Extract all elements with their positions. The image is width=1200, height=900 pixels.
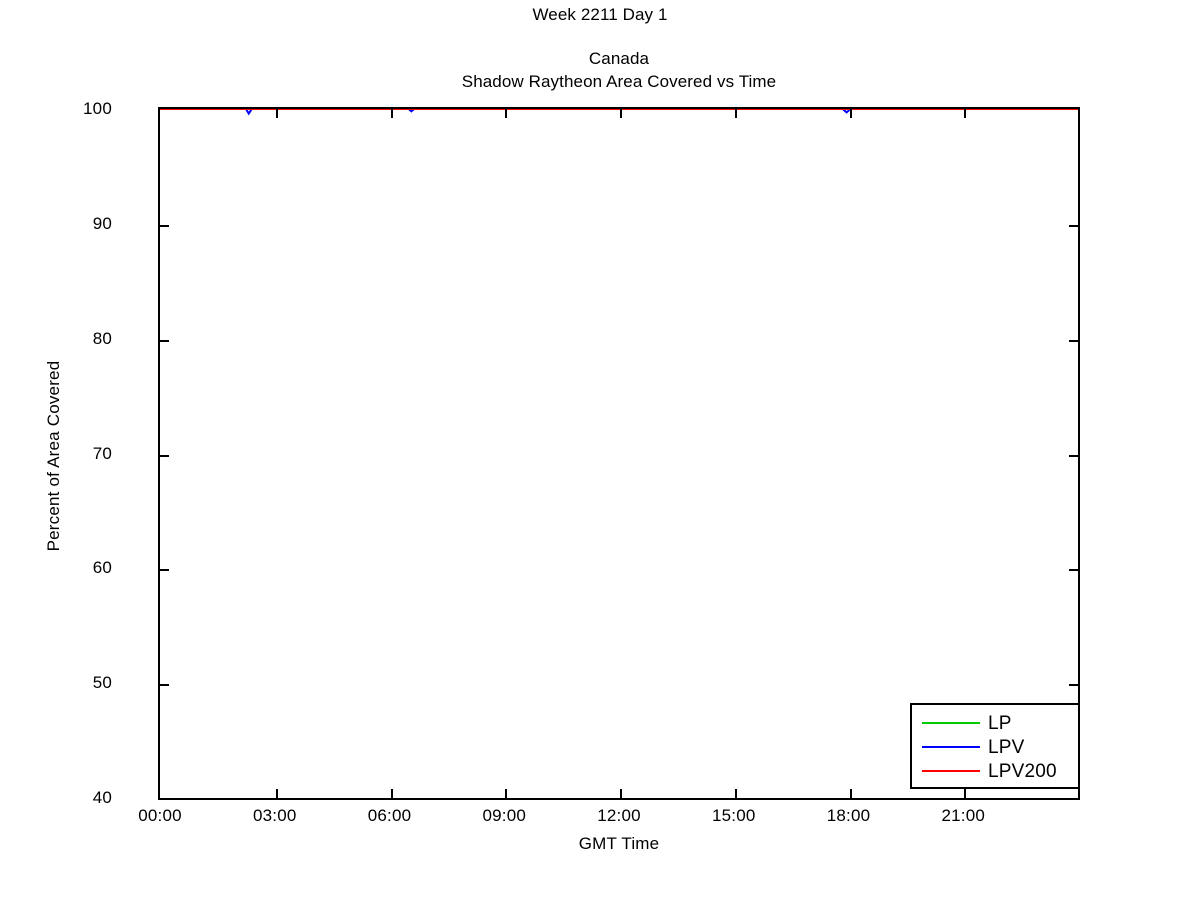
x-tick-mark: [275, 109, 278, 118]
series-line-lpv: [160, 109, 1078, 114]
legend-swatch-lp: [922, 722, 980, 724]
chart-title: Canada: [588, 49, 650, 68]
y-tick-mark: [1069, 339, 1078, 342]
x-tick-mark: [620, 789, 622, 798]
x-tick-mark: [505, 109, 508, 118]
legend-swatch-lpv: [922, 746, 980, 748]
chart-subtitle: Shadow Raytheon Area Covered vs Time: [461, 72, 777, 91]
legend-entry-lp[interactable]: LP: [912, 711, 1078, 735]
y-tick-label: 40: [92, 788, 112, 807]
legend-label: LPV200: [988, 760, 1057, 782]
y-tick-mark: [1069, 454, 1078, 457]
y-tick-label: 70: [92, 443, 112, 463]
x-axis-label: GMT Time: [578, 834, 660, 853]
x-tick-label: 18:00: [826, 806, 871, 825]
x-tick-label: 06:00: [367, 806, 412, 825]
x-tick-label: 12:00: [597, 806, 641, 825]
legend-entry-lpv200[interactable]: LPV200: [912, 759, 1078, 783]
x-tick-mark: [734, 789, 737, 798]
y-tick-label: 100: [83, 99, 112, 118]
legend-swatch-lpv200: [922, 770, 980, 772]
y-tick-mark: [1069, 224, 1078, 227]
x-tick-mark: [964, 789, 967, 798]
x-tick-mark: [390, 789, 393, 798]
x-tick-mark: [620, 109, 622, 118]
legend-label: LP: [988, 712, 1012, 734]
y-tick-mark: [160, 569, 169, 572]
page-header-week-day: Week 2211 Day 1: [532, 5, 668, 24]
x-tick-mark: [964, 109, 967, 118]
x-tick-mark: [390, 109, 393, 118]
x-tick-mark: [849, 789, 852, 798]
y-tick-mark: [160, 339, 169, 342]
y-tick-mark: [1069, 684, 1078, 687]
y-axis-label: Percent of Area Covered: [44, 360, 63, 552]
x-tick-label: 03:00: [252, 806, 297, 825]
y-tick-mark: [160, 684, 169, 687]
y-tick-label: 80: [92, 328, 112, 348]
x-tick-mark: [275, 789, 278, 798]
plot-area: [158, 107, 1080, 800]
x-tick-label: 09:00: [482, 806, 527, 825]
y-tick-label: 50: [92, 673, 112, 693]
legend-entry-lpv[interactable]: LPV: [912, 735, 1078, 759]
chart-title-block: Canada Shadow Raytheon Area Covered vs T…: [158, 47, 1080, 93]
plot-canvas: [160, 109, 1078, 798]
legend-label: LPV: [988, 736, 1025, 758]
legend: LP LPV LPV200: [910, 703, 1080, 789]
x-tick-mark: [849, 109, 852, 118]
y-tick-label: 60: [92, 558, 112, 578]
x-tick-label: 15:00: [711, 806, 756, 825]
x-tick-label: 00:00: [138, 806, 182, 825]
y-tick-mark: [160, 454, 169, 457]
x-tick-mark: [734, 109, 737, 118]
x-tick-mark: [505, 789, 508, 798]
y-tick-mark: [160, 224, 169, 227]
x-tick-label: 21:00: [941, 806, 986, 825]
y-tick-label: 90: [92, 213, 112, 233]
y-tick-mark: [1069, 569, 1078, 572]
